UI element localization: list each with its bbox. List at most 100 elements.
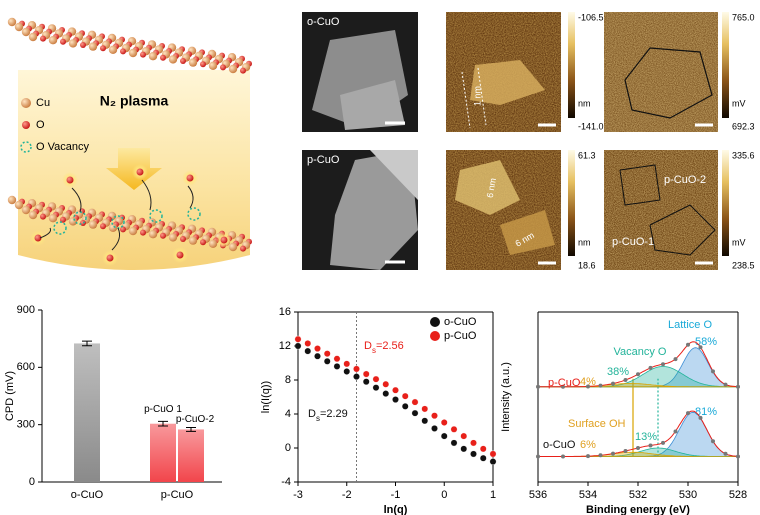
- component-percent: 13%: [635, 431, 657, 443]
- cu-atom: [228, 242, 238, 252]
- point: [343, 360, 351, 368]
- raw-point: [711, 439, 715, 444]
- y-tick-label: 0: [285, 442, 291, 454]
- raw-point: [586, 454, 590, 459]
- y-axis-label: CPD (mV): [4, 371, 16, 421]
- afm-images: 1 nm -106.5 nm -141.0 6 nm 6 nm 61.3 nm …: [446, 12, 604, 270]
- o-atom: [140, 229, 146, 236]
- cu-atom: [7, 17, 17, 27]
- y-tick-label: -4: [281, 476, 291, 488]
- component-percent: 58%: [695, 336, 717, 348]
- colorbar-min: -141.0: [578, 121, 604, 131]
- released-o: [186, 174, 194, 182]
- component-percent: 38%: [607, 366, 629, 378]
- cu-atom: [68, 217, 78, 226]
- x-tick-label: 532: [629, 489, 647, 501]
- y-tick-label: 8: [285, 374, 291, 386]
- colorbar-max: 765.0: [732, 12, 755, 22]
- kpfm-texture: [604, 12, 718, 132]
- annotation: Ds=2.29: [308, 408, 348, 423]
- colorbar-max: -106.5: [578, 12, 604, 22]
- raw-point: [736, 454, 740, 459]
- component-label: Lattice O: [668, 319, 712, 331]
- y-tick-label: 900: [17, 304, 35, 316]
- colorbar-unit: nm: [578, 98, 591, 108]
- annotation-part: =2.29: [320, 408, 348, 420]
- colorbar: [722, 150, 729, 256]
- raw-point: [611, 451, 615, 456]
- raw-point: [598, 453, 603, 458]
- o-atom: [180, 236, 186, 242]
- kpfm-texture: [604, 150, 718, 270]
- colorbar-min: 238.5: [732, 260, 755, 270]
- released-o: [106, 254, 114, 262]
- release-arrow: [111, 227, 120, 251]
- cu-atom: [21, 205, 31, 215]
- point: [314, 345, 321, 352]
- raw-point: [623, 449, 628, 454]
- cu-atom: [208, 239, 218, 248]
- legend-o: [22, 121, 30, 129]
- vacancy: [53, 221, 67, 235]
- x-tick-label: o-CuO: [71, 489, 104, 501]
- point: [450, 425, 458, 433]
- colorbar-max: 61.3: [578, 150, 596, 160]
- raw-point: [586, 384, 590, 389]
- raw-point: [623, 378, 628, 382]
- x-tick-label: -1: [391, 489, 401, 501]
- colorbar: [568, 150, 575, 256]
- y-tick-label: 4: [285, 408, 291, 420]
- annotation-part: D: [308, 408, 316, 420]
- point: [489, 458, 497, 465]
- raw-point: [636, 446, 640, 450]
- cu-atom: [14, 200, 24, 210]
- afm-annotation: 1 nm: [472, 86, 482, 106]
- y-tick-label: 12: [279, 340, 291, 352]
- raw-point: [598, 383, 603, 388]
- x-tick-label: 536: [529, 489, 547, 501]
- point: [372, 375, 380, 383]
- o-atom: [200, 239, 206, 246]
- cu-atom: [148, 230, 158, 239]
- error-bar: [82, 340, 92, 347]
- o-atom: [40, 35, 46, 42]
- component-label: Surface OH: [568, 418, 626, 430]
- annotation-part: D: [364, 340, 372, 352]
- flake: [455, 160, 520, 215]
- raw-point: [561, 384, 565, 389]
- spectrum-label: p-CuO: [548, 377, 581, 389]
- y-tick-label: 16: [279, 306, 291, 318]
- point: [431, 425, 438, 432]
- cu-atom: [68, 39, 78, 48]
- o-atom: [120, 48, 126, 55]
- bar: [178, 429, 204, 482]
- released-o: [176, 251, 184, 259]
- guide: [461, 71, 471, 129]
- cu-atom: [14, 22, 24, 32]
- o-atom: [60, 216, 66, 223]
- point: [343, 368, 351, 375]
- stem-images: o-CuO p-CuO: [302, 12, 418, 270]
- release-arrow: [71, 187, 82, 213]
- release-arrow: [187, 185, 194, 209]
- point: [294, 342, 302, 350]
- o-atom: [100, 223, 106, 230]
- point: [440, 432, 448, 440]
- kpfm-images: 765.0 mV 692.3 p-CuO-2 p-CuO-1 335.6 mV …: [604, 12, 755, 270]
- point: [421, 405, 429, 413]
- spectrum-label: o-CuO: [543, 439, 576, 451]
- flake: [500, 210, 555, 255]
- cu-atom: [128, 48, 138, 58]
- cu-atom: [48, 214, 58, 223]
- bar: [150, 423, 176, 482]
- point: [470, 439, 477, 447]
- point: [401, 402, 409, 410]
- colorbar-unit: mV: [732, 237, 746, 247]
- particle: [340, 80, 405, 130]
- annotation-part: s: [316, 414, 320, 423]
- flake-outline: [649, 204, 716, 256]
- point: [323, 357, 331, 365]
- error-bar: [158, 420, 168, 427]
- component-label: Vacancy O: [614, 346, 667, 358]
- o-atom: [200, 61, 206, 68]
